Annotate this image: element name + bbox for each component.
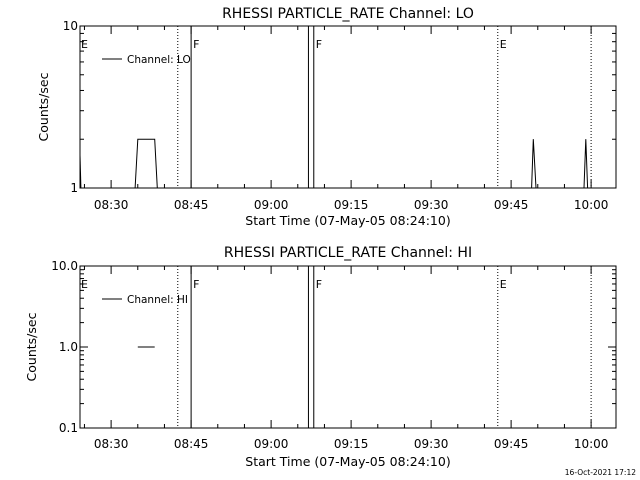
legend-label: Channel: HI	[127, 294, 188, 306]
x-tick-label: 09:45	[494, 437, 529, 451]
flag-label: E	[500, 278, 507, 291]
plot-frame	[79, 25, 617, 189]
y-tick-label: 10.0	[51, 259, 78, 273]
y-tick-label: 1	[70, 181, 78, 195]
flag-label: F	[316, 278, 322, 291]
footer-timestamp: 16-Oct-2021 17:12	[565, 468, 636, 477]
plot-frame	[79, 265, 617, 429]
x-tick-label: 09:15	[334, 437, 369, 451]
x-tick-label: 09:45	[494, 198, 529, 212]
y-tick-label: 0.1	[59, 421, 78, 435]
series-line	[79, 154, 82, 189]
legend-label: Channel: LO	[127, 54, 191, 66]
x-tick-label: 09:00	[254, 198, 289, 212]
flag-label: F	[193, 38, 199, 51]
x-tick-label: 09:30	[414, 437, 449, 451]
y-axis-label: Counts/sec	[24, 312, 39, 381]
chart-title: RHESSI PARTICLE_RATE Channel: HI	[224, 245, 472, 261]
series-line	[134, 138, 158, 189]
x-tick-label: 08:30	[94, 437, 129, 451]
x-tick-label: 09:15	[334, 198, 369, 212]
flag-label: E	[500, 38, 507, 51]
series-line	[583, 139, 589, 189]
flag-label-start: E	[81, 38, 88, 51]
series-line	[531, 139, 537, 189]
x-tick-label: 08:30	[94, 198, 129, 212]
y-tick-label: 1.0	[59, 340, 78, 354]
x-tick-label: 10:00	[574, 437, 609, 451]
chart-title: RHESSI PARTICLE_RATE Channel: LO	[222, 6, 474, 22]
flag-label: F	[193, 278, 199, 291]
flag-label-start: E	[81, 278, 88, 291]
y-tick-label: 10	[63, 19, 78, 33]
x-tick-label: 09:30	[414, 198, 449, 212]
flag-label: F	[316, 38, 322, 51]
x-tick-label: 09:00	[254, 437, 289, 451]
y-axis-label: Counts/sec	[36, 72, 51, 141]
x-tick-label: 08:45	[174, 198, 209, 212]
x-tick-label: 10:00	[574, 198, 609, 212]
x-axis-label: Start Time (07-May-05 08:24:10)	[245, 213, 450, 228]
x-axis-label: Start Time (07-May-05 08:24:10)	[245, 454, 450, 469]
x-tick-label: 08:45	[174, 437, 209, 451]
